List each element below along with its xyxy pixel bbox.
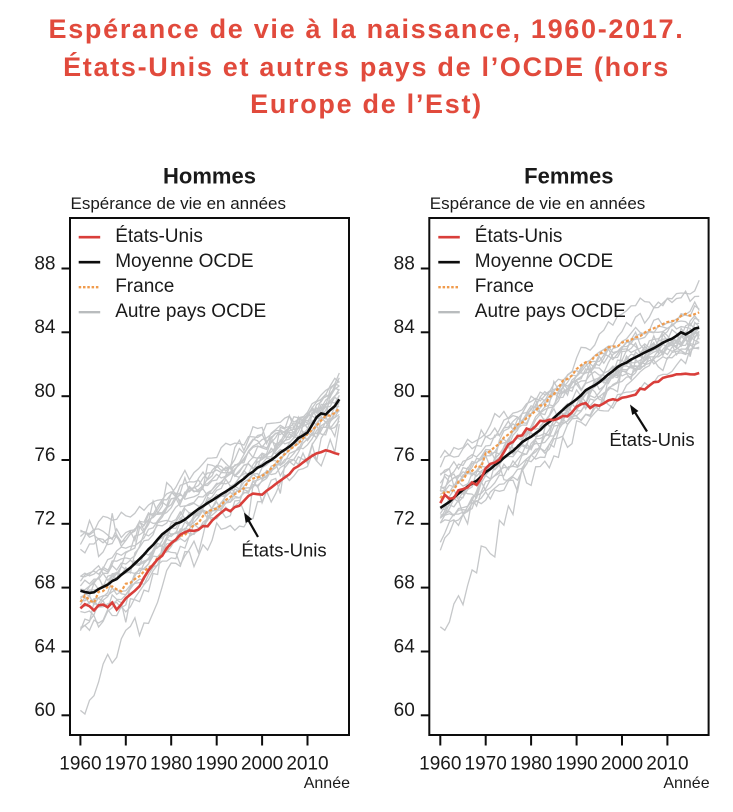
svg-text:Autre pays OCDE: Autre pays OCDE: [475, 301, 626, 322]
svg-text:84: 84: [394, 317, 416, 338]
svg-text:États-Unis: États-Unis: [475, 226, 563, 247]
svg-text:60: 60: [394, 700, 415, 721]
svg-text:Espérance de vie en années: Espérance de vie en années: [71, 194, 287, 213]
svg-text:1990: 1990: [555, 754, 597, 775]
svg-text:60: 60: [34, 700, 55, 721]
svg-text:76: 76: [34, 445, 55, 466]
svg-text:Moyenne OCDE: Moyenne OCDE: [115, 251, 253, 272]
svg-text:2000: 2000: [241, 754, 283, 775]
svg-text:1980: 1980: [510, 754, 552, 775]
svg-text:États-Unis: États-Unis: [241, 540, 326, 561]
svg-text:1970: 1970: [105, 754, 147, 775]
svg-text:88: 88: [394, 253, 415, 274]
svg-text:Hommes: Hommes: [163, 164, 256, 189]
svg-text:2010: 2010: [286, 754, 328, 775]
svg-text:1990: 1990: [196, 754, 238, 775]
svg-text:France: France: [475, 276, 534, 297]
svg-text:68: 68: [34, 572, 55, 593]
svg-text:84: 84: [34, 317, 56, 338]
svg-text:États-Unis: États-Unis: [609, 429, 694, 450]
svg-text:États-Unis: États-Unis: [115, 226, 203, 247]
svg-text:88: 88: [34, 253, 55, 274]
svg-text:Année: Année: [663, 775, 709, 792]
svg-text:Femmes: Femmes: [524, 164, 613, 189]
svg-text:France: France: [115, 276, 174, 297]
svg-text:80: 80: [34, 381, 55, 402]
svg-text:Année: Année: [304, 775, 350, 792]
svg-text:72: 72: [394, 509, 415, 530]
svg-text:1970: 1970: [465, 754, 507, 775]
svg-text:64: 64: [34, 636, 56, 657]
svg-text:1960: 1960: [419, 754, 461, 775]
svg-text:76: 76: [394, 445, 415, 466]
svg-text:1960: 1960: [59, 754, 101, 775]
svg-text:1980: 1980: [150, 754, 192, 775]
svg-text:68: 68: [394, 572, 415, 593]
svg-text:Moyenne OCDE: Moyenne OCDE: [475, 251, 613, 272]
svg-text:2000: 2000: [601, 754, 643, 775]
svg-text:Espérance de vie en années: Espérance de vie en années: [430, 194, 646, 213]
svg-text:72: 72: [34, 509, 55, 530]
svg-text:2010: 2010: [646, 754, 688, 775]
svg-text:64: 64: [394, 636, 416, 657]
svg-text:Autre pays OCDE: Autre pays OCDE: [115, 301, 266, 322]
svg-text:80: 80: [394, 381, 415, 402]
